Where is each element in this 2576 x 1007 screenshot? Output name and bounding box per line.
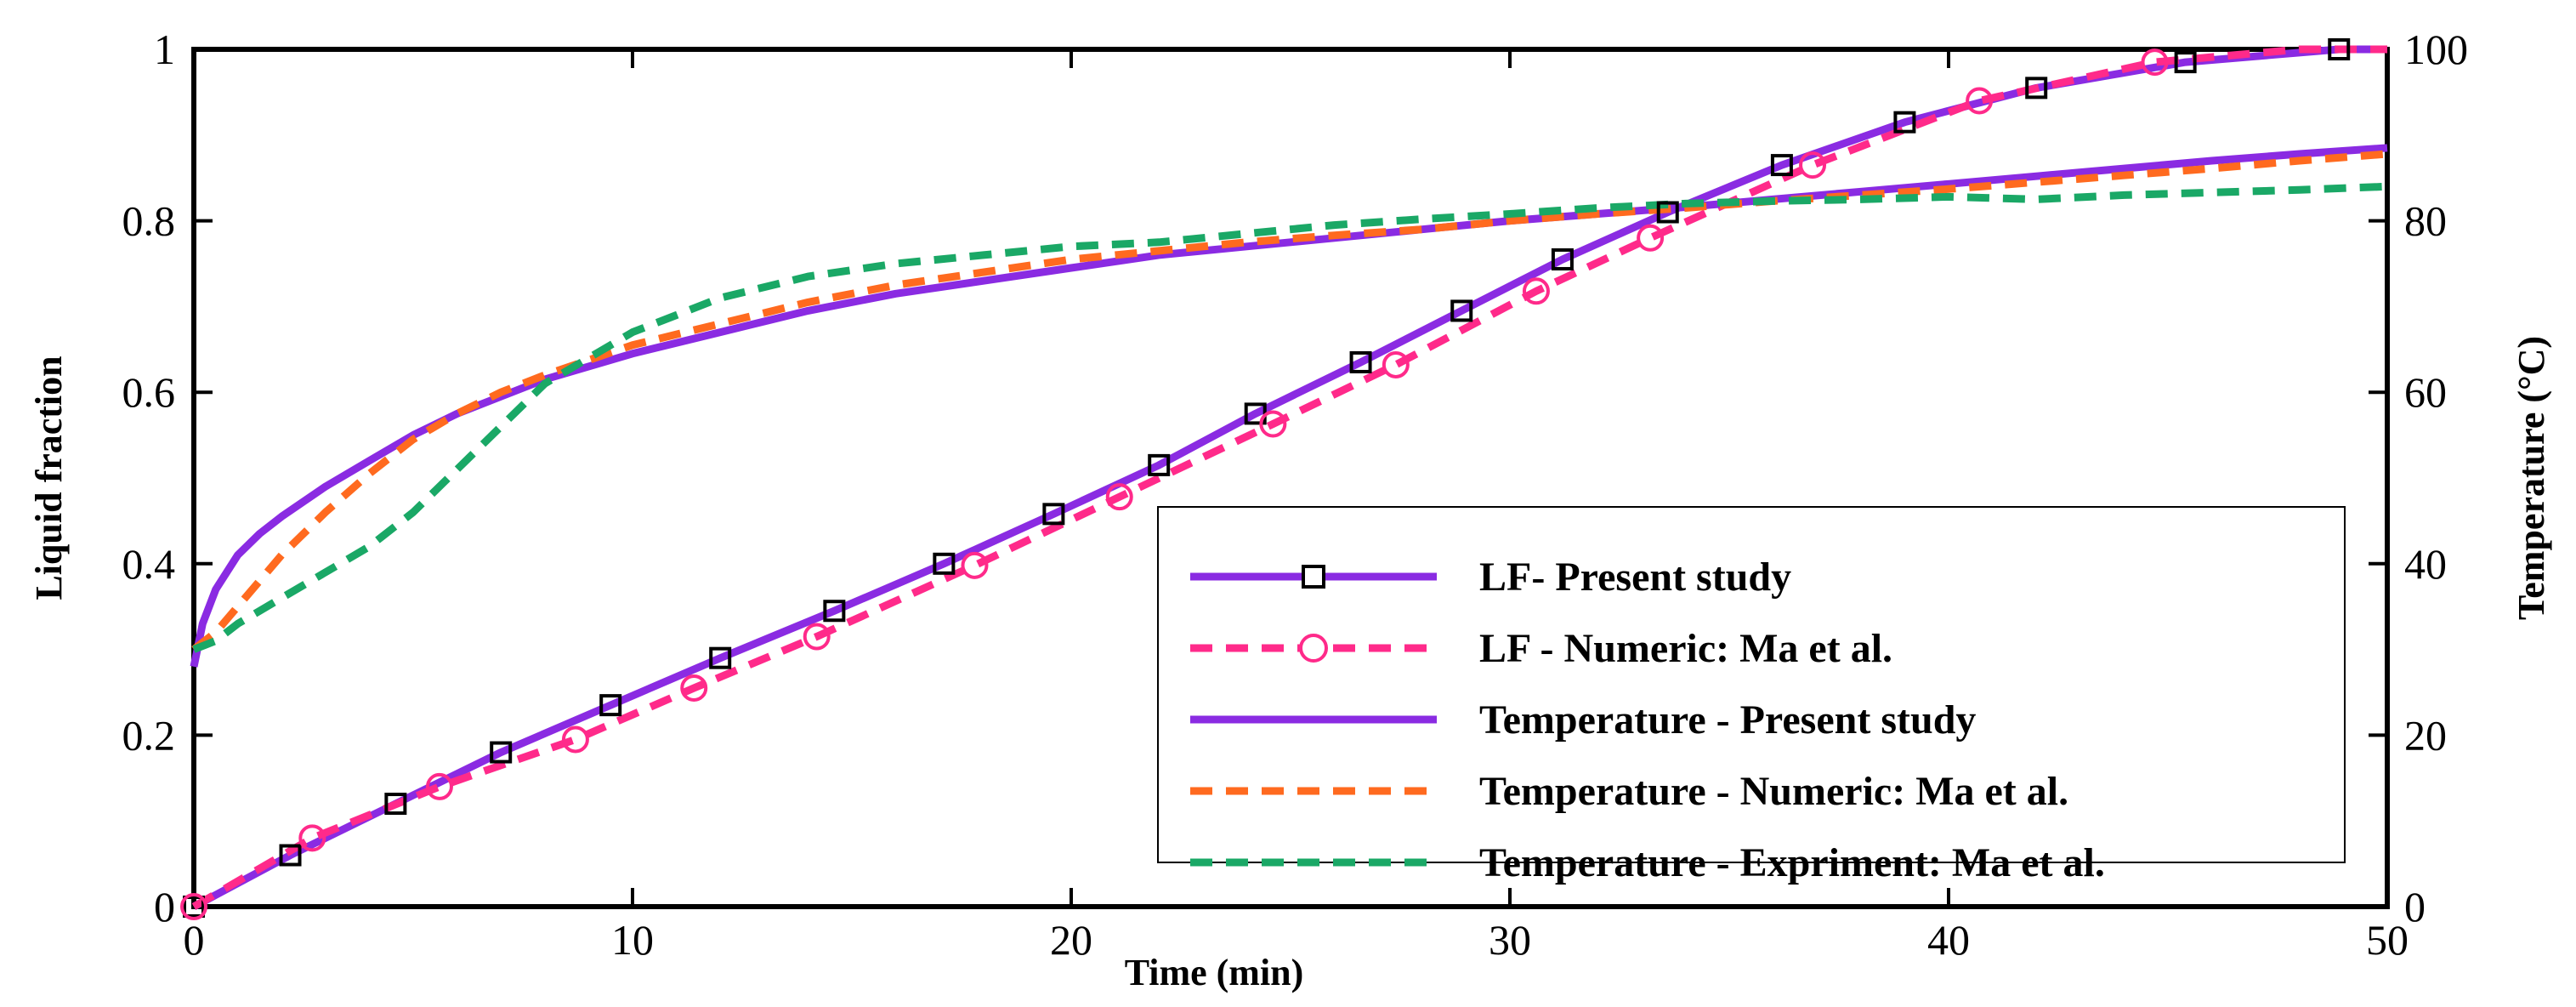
legend-items: LF- Present study LF - Numeric: Ma et al.… [1190, 555, 2105, 885]
series-0-marker-13 [1551, 247, 1574, 270]
y-axis-title-right: Temperature (°C) [2511, 336, 2552, 620]
plot-frame [191, 47, 2390, 909]
series-1-marker-14 [2141, 48, 2169, 77]
series-1-marker-0 [180, 893, 207, 920]
series-1-marker-8 [1259, 410, 1287, 438]
series-1-marker-9 [1382, 350, 1410, 378]
y-right-tick-label-2: 40 [2404, 540, 2447, 588]
series-1-marker-12 [1799, 151, 1827, 179]
series-0-marker-14 [1656, 201, 1679, 224]
series-0-marker-6 [823, 600, 846, 623]
x-tick-label-2: 20 [1050, 916, 1092, 964]
y-left-tick-label-1: 0.2 [122, 711, 176, 759]
legend-marker-0 [1302, 565, 1325, 589]
legend-label-4: Temperature - Expriment: Ma et al. [1479, 840, 2105, 885]
legend-label-1: LF - Numeric: Ma et al. [1479, 626, 1892, 671]
series-line-4 [192, 182, 2388, 653]
series-line-2 [190, 144, 2388, 668]
series-0-marker-17 [2025, 77, 2048, 100]
legend-label-0: LF- Present study [1479, 555, 1791, 600]
series-line-3 [191, 150, 2388, 653]
y-left-tick-label-5: 1 [154, 26, 175, 73]
legend-marker-1 [1299, 634, 1328, 663]
series-0-marker-19 [2328, 38, 2351, 60]
y-left-tick-label-0: 0 [154, 883, 175, 930]
y-right-tick-label-0: 0 [2404, 883, 2426, 930]
y-axis-title-left: Liquid fraction [28, 356, 70, 600]
series-0-marker-4 [599, 694, 622, 717]
series-0-marker-3 [490, 741, 513, 764]
series-markers [180, 38, 2351, 920]
y-left-tick-label-2: 0.4 [122, 540, 176, 588]
series-0-marker-2 [384, 793, 407, 816]
y-right-tick-label-4: 80 [2404, 197, 2447, 245]
series-1-marker-2 [425, 772, 453, 800]
x-axis-title: Time (min) [1125, 952, 1304, 993]
series-0-marker-7 [933, 552, 956, 575]
legend-label-3: Temperature - Numeric: Ma et al. [1479, 769, 2068, 814]
series-1-marker-3 [561, 725, 589, 754]
series-1-marker-5 [803, 623, 831, 651]
legend-label-2: Temperature - Present study [1479, 697, 1976, 742]
series-lines [190, 45, 2388, 910]
series-1-marker-7 [1105, 483, 1133, 511]
series-0-marker-16 [1893, 111, 1916, 134]
series-1-marker-1 [298, 824, 326, 852]
series-0-marker-12 [1450, 299, 1473, 322]
series-0-marker-0 [183, 896, 205, 918]
series-0-marker-1 [279, 844, 302, 867]
series-0-marker-11 [1349, 350, 1372, 373]
series-1-marker-13 [1966, 87, 1994, 115]
series-0-marker-8 [1042, 503, 1065, 526]
series-0-marker-9 [1148, 453, 1171, 476]
x-tick-label-3: 30 [1489, 916, 1531, 964]
y-left-tick-label-4: 0.8 [122, 197, 176, 245]
series-1-marker-6 [961, 551, 989, 579]
series-1-marker-10 [1522, 277, 1550, 305]
x-tick-label-4: 40 [1927, 916, 1970, 964]
series-1-marker-4 [680, 674, 708, 702]
legend: LF- Present study LF - Numeric: Ma et al.… [1157, 506, 2346, 885]
legend-box [1157, 506, 2346, 863]
series-0-marker-15 [1770, 154, 1793, 177]
series-0-marker-18 [2174, 51, 2197, 74]
series-line-1 [191, 45, 2387, 910]
y-right-tick-label-1: 20 [2404, 711, 2447, 759]
y-left-tick-label-3: 0.6 [122, 368, 176, 416]
y-right-tick-label-5: 100 [2404, 26, 2468, 73]
x-tick-label-5: 50 [2366, 916, 2409, 964]
y-right-tick-label-3: 60 [2404, 368, 2447, 416]
series-0-marker-5 [709, 646, 732, 669]
x-tick-label-1: 10 [611, 916, 654, 964]
x-tick-label-0: 0 [184, 916, 205, 964]
series-1-marker-11 [1637, 224, 1665, 252]
